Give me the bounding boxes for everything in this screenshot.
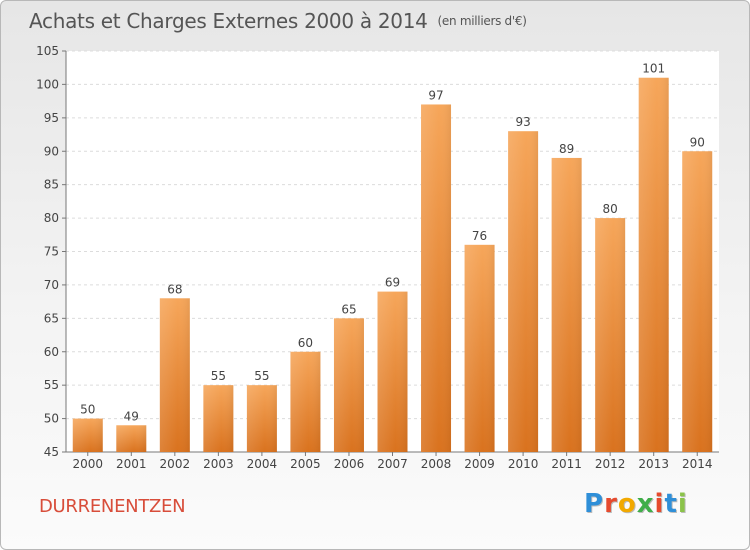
x-tick-label: 2004 [247, 457, 278, 471]
x-tick-label: 2010 [508, 457, 539, 471]
data-label: 55 [211, 369, 226, 383]
bar-shade [464, 244, 495, 452]
proxiti-logo: Proxiti [584, 489, 688, 519]
data-label: 93 [515, 115, 530, 129]
bar-shade [551, 157, 582, 452]
x-tick-label: 2003 [203, 457, 234, 471]
y-tick-label: 90 [44, 144, 59, 158]
logo-letter: o [617, 489, 637, 519]
bar-shade [682, 151, 713, 452]
x-tick-label: 2001 [116, 457, 147, 471]
data-label: 69 [385, 276, 400, 290]
logo-letter: t [664, 489, 678, 519]
y-tick-label: 75 [44, 245, 59, 259]
y-tick-label: 105 [36, 44, 59, 58]
data-label: 50 [80, 403, 95, 417]
y-tick-label: 50 [44, 412, 59, 426]
bar-shade [203, 385, 234, 452]
data-label: 68 [167, 282, 182, 296]
bar-shade [377, 291, 408, 452]
data-label: 89 [559, 142, 574, 156]
chart-subtitle: (en milliers d'€) [437, 14, 527, 28]
y-tick-label: 70 [44, 278, 59, 292]
y-tick-label: 100 [36, 77, 59, 91]
bar-shade [638, 77, 669, 452]
x-tick-label: 2006 [334, 457, 365, 471]
bar-shade [116, 425, 147, 452]
y-tick-label: 85 [44, 178, 59, 192]
bar-shade [333, 318, 364, 452]
data-label: 90 [690, 135, 705, 149]
y-tick-label: 55 [44, 378, 59, 392]
bar-shade [290, 351, 321, 452]
y-tick-label: 60 [44, 345, 59, 359]
bar-shade [421, 104, 452, 452]
logo-letter: i [677, 489, 688, 519]
x-tick-label: 2007 [377, 457, 408, 471]
bar-shade [595, 218, 626, 452]
bar-shade [159, 298, 190, 452]
data-label: 76 [472, 229, 487, 243]
x-tick-label: 2013 [638, 457, 669, 471]
x-tick-label: 2000 [72, 457, 103, 471]
x-tick-label: 2011 [551, 457, 582, 471]
x-tick-label: 2008 [421, 457, 452, 471]
y-tick-label: 80 [44, 211, 59, 225]
x-tick-label: 2012 [595, 457, 626, 471]
logo-letter: i [654, 489, 665, 519]
y-tick-label: 45 [44, 445, 59, 459]
logo-letter: x [636, 489, 655, 519]
x-tick-label: 2014 [682, 457, 713, 471]
logo-letter: P [584, 489, 605, 519]
data-label: 55 [254, 369, 269, 383]
data-label: 49 [124, 409, 139, 423]
data-label: 97 [428, 88, 443, 102]
x-tick-label: 2009 [464, 457, 495, 471]
chart-title: Achats et Charges Externes 2000 à 2014 (e… [29, 9, 527, 33]
data-label: 101 [642, 62, 665, 76]
data-label: 80 [603, 202, 618, 216]
y-tick-label: 65 [44, 311, 59, 325]
bar-shade [246, 385, 277, 452]
x-tick-label: 2005 [290, 457, 321, 471]
bar-shade [72, 418, 103, 452]
logo-letter: r [604, 489, 618, 519]
y-tick-label: 95 [44, 111, 59, 125]
data-label: 65 [341, 302, 356, 316]
town-name: DURRENENTZEN [39, 496, 186, 517]
x-tick-label: 2002 [160, 457, 191, 471]
bar-shade [508, 131, 539, 452]
data-label: 60 [298, 336, 313, 350]
title-text: Achats et Charges Externes 2000 à 2014 [29, 9, 428, 33]
